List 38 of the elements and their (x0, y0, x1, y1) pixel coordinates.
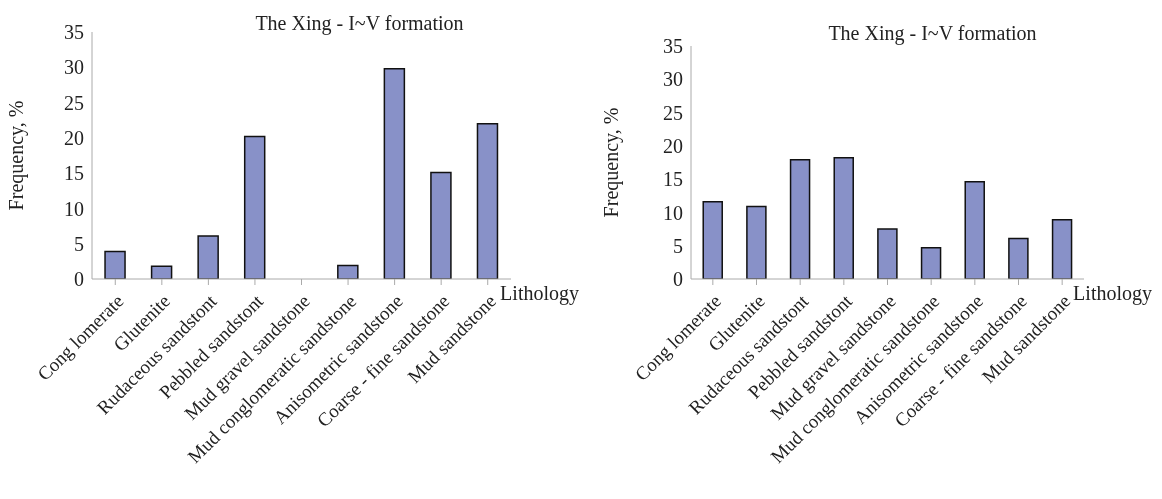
y-tick-label: 15 (663, 168, 683, 191)
y-tick-label: 30 (663, 68, 683, 91)
y-tick-label: 5 (74, 232, 84, 255)
bar (430, 171, 452, 279)
y-tick-label: 0 (673, 268, 683, 291)
bar (243, 135, 266, 279)
bar (383, 67, 406, 279)
y-tick-label: 25 (64, 91, 84, 114)
y-tick-label: 10 (64, 197, 84, 220)
bar (920, 246, 942, 279)
bar (702, 201, 723, 279)
bar (197, 235, 219, 279)
y-tick-label: 35 (64, 21, 84, 44)
y-tick-label: 20 (64, 126, 84, 149)
y-tick-label: 10 (663, 201, 683, 224)
bar (964, 181, 985, 279)
bar (833, 157, 854, 279)
y-tick-label: 5 (673, 234, 683, 257)
bar (337, 264, 359, 279)
bar (104, 250, 126, 279)
y-tick-label: 20 (663, 134, 683, 157)
y-tick-label: 0 (74, 268, 84, 291)
y-tick-label: 25 (663, 101, 683, 124)
y-tick-label: 35 (663, 35, 683, 58)
bar (1008, 237, 1029, 279)
bar (476, 122, 499, 279)
x-axis-title: Lithology (1073, 282, 1152, 305)
y-axis-title: Frequency, % (600, 107, 624, 218)
bar (746, 205, 767, 279)
bar (789, 159, 811, 279)
y-tick-label: 30 (64, 56, 84, 79)
x-axis-title: Lithology (500, 282, 579, 305)
chart-title: The Xing - I~V formation (255, 12, 464, 34)
y-tick-label: 15 (64, 162, 84, 185)
y-axis-title: Frequency, % (5, 100, 29, 211)
chart-title: The Xing - I~V formation (828, 22, 1037, 44)
bar (1051, 219, 1073, 279)
bar (877, 228, 898, 279)
